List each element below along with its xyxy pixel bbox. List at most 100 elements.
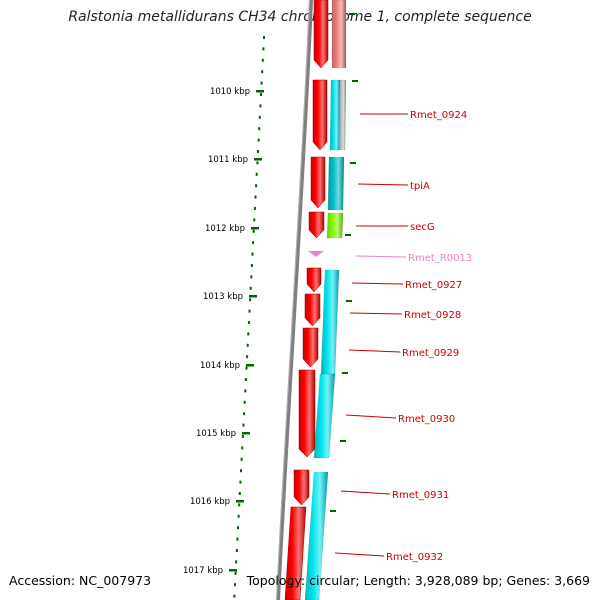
kbp-tick-label: 1012 kbp — [205, 224, 245, 234]
gene-leader-line — [355, 255, 407, 258]
guide-dot — [259, 104, 262, 108]
guide-dot — [262, 47, 265, 51]
guide-dot — [238, 492, 241, 495]
gene-leader-line — [351, 282, 404, 285]
gene-label[interactable]: Rmet_0932 — [386, 552, 443, 563]
forward-cds-arrow[interactable] — [304, 293, 321, 327]
guide-dot — [250, 275, 253, 279]
forward-cds-arrow[interactable] — [306, 267, 322, 293]
kbp-tick-mark — [242, 432, 250, 435]
map-title: Ralstonia metallidurans CH34 chromosome … — [68, 9, 532, 25]
reverse-strand-cds — [304, 0, 347, 600]
minor-tick-mark — [330, 510, 336, 512]
kbp-tick-mark — [254, 158, 262, 161]
guide-dot — [244, 389, 247, 393]
minor-tick-mark — [346, 300, 352, 302]
guide-dot — [234, 571, 237, 575]
guide-dot — [252, 241, 255, 245]
forward-cds-arrow[interactable] — [298, 369, 316, 458]
forward-cds-arrow[interactable] — [302, 327, 319, 368]
guide-dot — [243, 412, 246, 416]
guide-dot — [245, 366, 248, 370]
kbp-tick-mark — [249, 295, 257, 298]
guide-dot — [255, 172, 258, 176]
reverse-cds-block[interactable] — [329, 79, 341, 151]
kbp-tick-mark — [251, 227, 259, 230]
guide-dot — [254, 195, 257, 199]
guide-dot — [241, 446, 244, 450]
forward-cds-arrow[interactable] — [284, 506, 307, 600]
guide-dot — [237, 514, 240, 518]
gene-label[interactable]: Rmet_0930 — [398, 414, 455, 425]
gene-label[interactable]: tpiA — [410, 181, 430, 192]
kbp-tick-label: 1013 kbp — [203, 292, 243, 302]
reverse-cds-block[interactable] — [304, 471, 329, 600]
kbp-tick-mark — [246, 364, 254, 367]
guide-dot — [247, 332, 250, 336]
guide-dot — [236, 537, 239, 541]
gene-leader-line — [345, 414, 397, 419]
guide-dot — [242, 423, 245, 427]
guide-dot — [258, 115, 261, 119]
kbp-tick-mark — [229, 569, 237, 572]
guide-dot — [249, 298, 252, 302]
reverse-cds-block[interactable] — [326, 212, 344, 239]
guide-dot — [244, 378, 247, 381]
guide-dot — [240, 469, 242, 473]
kbp-scale: 1010 kbp 1011 kbp 1012 kbp 1013 kbp 1014 kbp… — [183, 13, 358, 576]
guide-dot — [240, 457, 243, 461]
guide-dot — [237, 526, 239, 530]
gene-label[interactable]: Rmet_0928 — [404, 310, 461, 321]
guide-dot — [255, 184, 258, 188]
guide-dot — [256, 161, 259, 165]
backbone-ring — [276, 0, 313, 600]
forward-strand-cds — [284, 0, 329, 600]
kbp-tick-label: 1016 kbp — [190, 497, 230, 507]
minor-tick-mark — [345, 234, 351, 236]
guide-dot — [234, 583, 236, 587]
minor-tick-mark — [342, 372, 348, 374]
guide-dot — [247, 321, 250, 324]
trna-marker[interactable] — [308, 251, 324, 257]
kbp-tick-label: 1011 kbp — [208, 155, 248, 165]
guide-dot — [248, 309, 251, 313]
minor-tick-mark — [349, 13, 355, 15]
gene-label[interactable]: Rmet_0929 — [402, 348, 459, 359]
forward-cds-arrow[interactable] — [293, 469, 310, 506]
minor-tick-mark — [352, 80, 358, 82]
kbp-tick-mark — [256, 90, 264, 93]
forward-cds-arrow[interactable] — [308, 211, 325, 239]
reverse-cds-block[interactable] — [331, 0, 347, 69]
backbone-layer — [276, 0, 313, 600]
kbp-tick-mark — [236, 500, 244, 503]
gene-label[interactable]: Rmet_R0013 — [408, 253, 472, 264]
guide-dot — [243, 400, 246, 404]
minor-tick-mark — [340, 440, 346, 442]
gene-label[interactable]: Rmet_0924 — [410, 110, 467, 121]
reverse-cds-block[interactable] — [313, 373, 336, 459]
guide-dot — [261, 58, 264, 62]
gene-label[interactable]: Rmet_0931 — [392, 490, 449, 501]
kbp-tick-label: 1014 kbp — [200, 361, 240, 371]
guide-dot — [260, 81, 263, 85]
guide-dot — [258, 127, 261, 131]
guide-dot — [250, 264, 253, 267]
gene-label[interactable]: secG — [410, 222, 435, 233]
backbone-highlight — [276, 0, 310, 600]
gene-leader-line — [349, 312, 403, 315]
guide-dot — [235, 560, 238, 564]
forward-cds-arrow[interactable] — [312, 79, 328, 151]
gene-leader-line — [334, 552, 385, 557]
topology-summary: Topology: circular; Length: 3,928,089 bp… — [246, 573, 590, 588]
guide-dot — [253, 207, 256, 210]
guide-dot — [235, 549, 238, 552]
reverse-cds-block[interactable] — [327, 156, 345, 211]
gene-label[interactable]: Rmet_0927 — [405, 280, 462, 291]
forward-cds-arrow[interactable] — [313, 0, 329, 69]
reverse-cds-block[interactable] — [320, 269, 340, 375]
kbp-tick-label: 1010 kbp — [210, 87, 250, 97]
reverse-cds-block[interactable] — [338, 79, 347, 151]
forward-cds-arrow[interactable] — [310, 156, 326, 209]
guide-dot — [239, 480, 242, 484]
